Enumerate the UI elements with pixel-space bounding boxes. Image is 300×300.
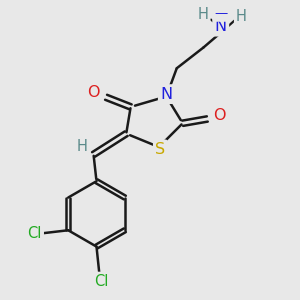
Text: N: N [160,87,172,102]
Text: S: S [155,142,166,157]
Text: —: — [215,7,228,20]
Text: H: H [236,9,247,24]
Text: H: H [77,139,88,154]
Text: N: N [215,19,227,34]
Text: O: O [214,108,226,123]
Text: H: H [197,7,208,22]
Text: O: O [87,85,100,100]
Text: Cl: Cl [27,226,42,241]
Text: Cl: Cl [94,274,108,289]
